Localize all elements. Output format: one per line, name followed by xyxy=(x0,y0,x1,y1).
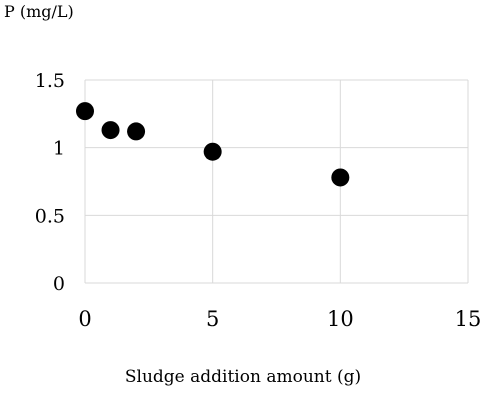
data-point xyxy=(76,102,94,121)
data-point xyxy=(331,168,350,187)
x-tick-label: 0 xyxy=(78,307,91,331)
data-point xyxy=(203,142,222,161)
data-point xyxy=(127,122,146,141)
x-tick-label: 5 xyxy=(206,307,219,331)
data-points xyxy=(76,102,350,187)
x-tick-labels: 0 5 10 15 xyxy=(78,307,481,331)
y-tick-labels: 0 0.5 1 1.5 xyxy=(35,70,65,295)
y-tick-label: 0.5 xyxy=(35,205,65,227)
x-tick-label: 15 xyxy=(455,307,482,331)
y-tick-label: 1.5 xyxy=(35,70,65,92)
data-point xyxy=(101,121,120,140)
x-tick-label: 10 xyxy=(327,307,354,331)
y-tick-label: 0 xyxy=(53,273,65,295)
y-axis-title: P (mg/L) xyxy=(4,2,74,21)
y-tick-label: 1 xyxy=(53,138,65,160)
grid xyxy=(84,79,469,284)
x-axis-title: Sludge addition amount (g) xyxy=(124,367,362,387)
